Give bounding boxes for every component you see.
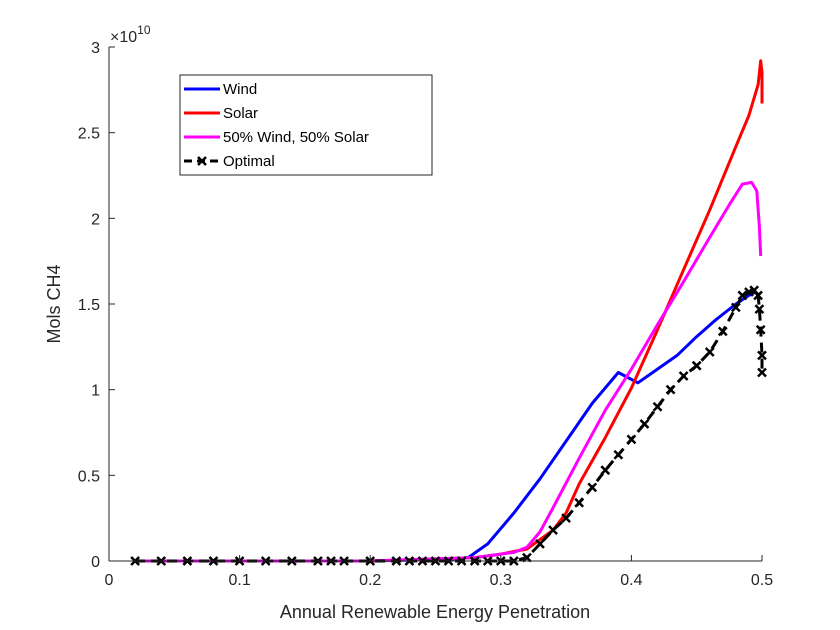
y-tick-label: 0.5 xyxy=(78,468,100,485)
series-3-marker xyxy=(561,513,571,524)
series-3-marker xyxy=(574,497,585,508)
y-tick-label: 0 xyxy=(91,554,100,571)
x-tick-label: 0.1 xyxy=(228,572,250,589)
y-tick-label: 1.5 xyxy=(78,297,100,314)
series-layer xyxy=(130,59,767,566)
y-axis-label: Mols CH4 xyxy=(44,264,64,343)
series-3-marker xyxy=(757,350,767,361)
series-3-marker xyxy=(613,449,624,460)
legend-label-2: 50% Wind, 50% Solar xyxy=(223,129,369,146)
y-multiplier-exponent: 10 xyxy=(137,23,151,37)
series-3-marker xyxy=(691,360,702,371)
y-tick-label: 3 xyxy=(91,40,100,57)
x-axis-label: Annual Renewable Energy Penetration xyxy=(280,602,590,622)
series-3-marker xyxy=(730,302,741,313)
series-3-marker xyxy=(755,324,766,335)
series-3-marker xyxy=(548,525,558,536)
legend-label-3: Optimal xyxy=(223,153,275,170)
series-line-2 xyxy=(135,180,763,563)
x-tick-label: 0.2 xyxy=(359,572,381,589)
y-tick-label: 1 xyxy=(91,383,100,400)
y-tick-label: 2 xyxy=(91,211,100,228)
series-3-marker xyxy=(626,434,637,445)
axes-layer: 0 0.1 0.2 0.3 0.4 0.5 0 0.5 1 1.5 2 2.5 3 xyxy=(78,40,773,589)
series-3-marker xyxy=(665,384,676,395)
x-tick-label: 0.4 xyxy=(620,572,642,589)
series-3-marker xyxy=(587,482,598,493)
series-3-marker xyxy=(678,371,689,381)
x-tick-label: 0.5 xyxy=(751,572,773,589)
series-3-marker xyxy=(535,538,545,549)
series-line-3 xyxy=(135,288,764,563)
series-3-marker xyxy=(652,401,663,412)
series-3-marker xyxy=(757,367,767,378)
series-3-marker xyxy=(522,552,532,563)
series-3-marker xyxy=(639,419,650,429)
legend-label-1: Solar xyxy=(223,105,258,122)
series-3-marker xyxy=(754,304,765,315)
legend-box xyxy=(179,74,433,176)
series-3-marker xyxy=(717,326,728,337)
series-3-marker xyxy=(704,347,715,357)
legend-label-0: Wind xyxy=(223,81,257,98)
series-3-marker xyxy=(737,290,748,301)
series-3-marker xyxy=(600,465,611,476)
x-tick-label: 0.3 xyxy=(490,572,512,589)
legend: Wind Solar 50% Wind, 50% Solar Optimal xyxy=(179,74,433,176)
x-tick-label: 0 xyxy=(105,572,114,589)
y-tick-label: 2.5 xyxy=(78,126,100,143)
y-multiplier-base: ×1010 xyxy=(110,23,151,46)
series-3-marker xyxy=(753,290,763,301)
